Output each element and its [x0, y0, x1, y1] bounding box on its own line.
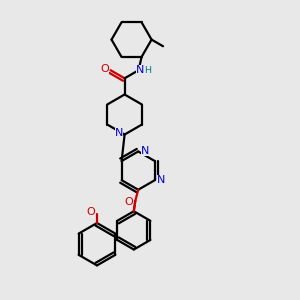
- Text: O: O: [124, 196, 133, 206]
- Text: N: N: [136, 64, 144, 75]
- Text: N: N: [115, 128, 123, 138]
- Text: O: O: [86, 207, 95, 217]
- Text: O: O: [100, 64, 109, 74]
- Text: H: H: [145, 66, 152, 75]
- Text: N: N: [140, 146, 149, 157]
- Text: N: N: [157, 175, 166, 185]
